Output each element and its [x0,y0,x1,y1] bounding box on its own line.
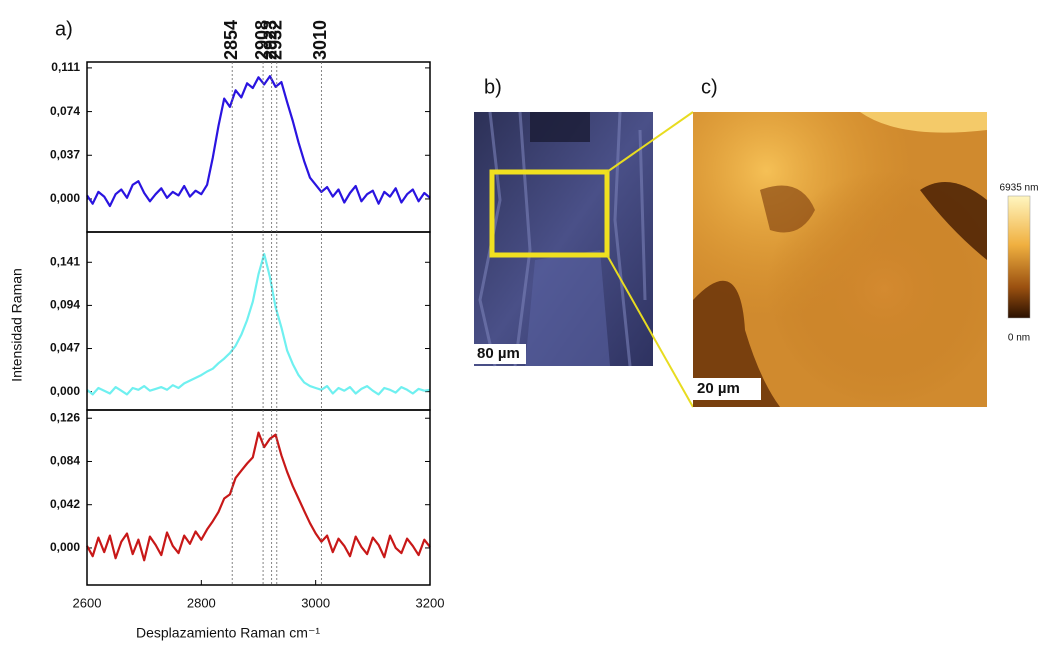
y-tick-label: 0,111 [51,60,80,74]
reference-label: 2908 [252,20,272,60]
spectrum-line [86,431,431,562]
y-tick-label: 0,042 [50,497,80,511]
plot-frame [86,409,431,586]
panel-label: a) [55,18,73,40]
colorbar [1007,195,1031,319]
scale-box [474,344,526,364]
zoom-line [606,111,694,173]
scale-label: 20 µm [697,380,740,397]
zoom-line [606,254,694,408]
afm-shade [860,112,987,133]
reference-label: 2932 [266,20,286,60]
panel-label: b) [484,76,502,98]
x-axis-label: Desplazamiento Raman cm⁻¹ [136,625,320,641]
y-tick-label: 0,000 [50,191,80,205]
x-tick-label: 2600 [73,595,102,610]
image-texture [530,112,590,142]
plot-frame [86,231,431,411]
afm-shade [760,185,815,233]
zoom-box [489,169,610,258]
reference-label: 2923 [260,20,280,60]
y-tick-label: 0,074 [50,104,80,118]
colorbar-label: 0 nm [1008,333,1030,344]
afm-shade [693,280,780,407]
panel-label: c) [701,76,718,98]
spectrum-line [86,252,431,396]
scale-box [693,378,761,400]
x-tick-label: 2800 [187,595,216,610]
colorbar-label: 6935 nm [1000,183,1039,194]
y-tick-label: 0,000 [50,384,80,398]
scale-label: 80 µm [477,345,520,362]
reference-label: 2854 [221,20,241,60]
spectrum-line [86,75,431,208]
y-tick-label: 0,084 [50,454,80,468]
y-tick-label: 0,037 [50,147,80,161]
reference-label: 3010 [310,20,330,60]
y-tick-label: 0,000 [50,540,80,554]
y-tick-label: 0,141 [50,254,80,268]
y-tick-label: 0,094 [50,298,80,312]
y-axis-label: Intensidad Raman [9,268,25,382]
y-tick-label: 0,126 [50,410,80,424]
plot-frame [86,61,431,233]
image-texture [525,250,610,366]
x-tick-label: 3000 [301,595,330,610]
afm-shade [920,182,987,260]
y-tick-label: 0,047 [50,341,80,355]
x-tick-label: 3200 [416,595,445,610]
